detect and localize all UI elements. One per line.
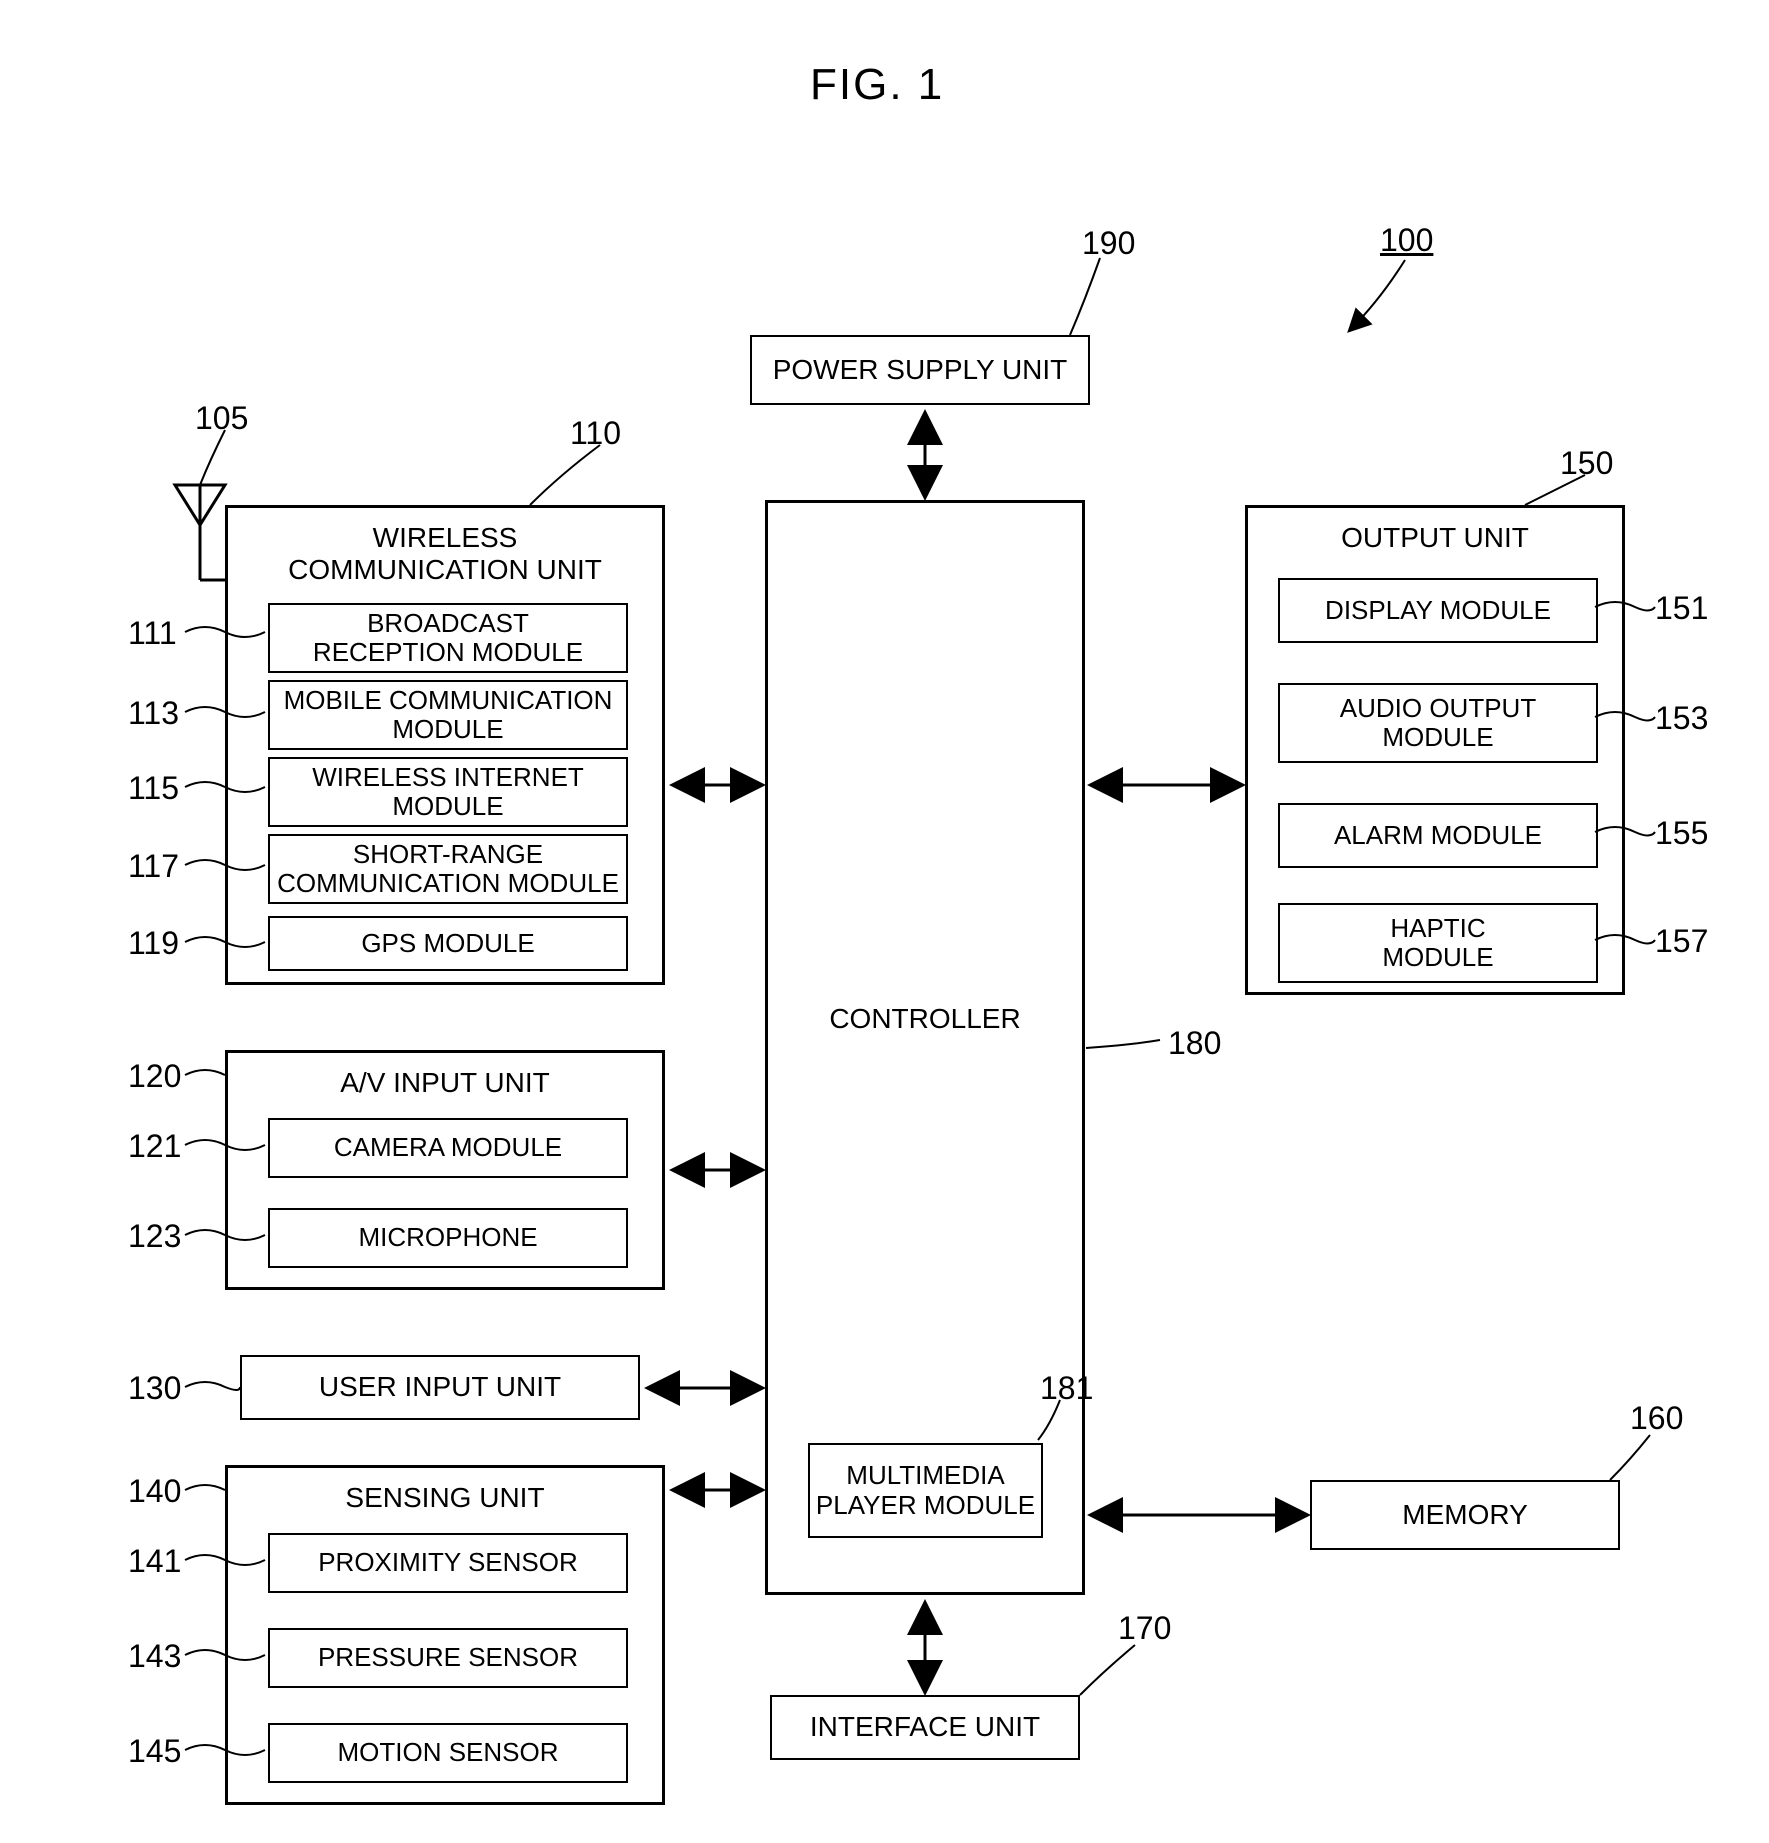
sensing-group: SENSING UNIT PROXIMITY SENSOR PRESSURE S… bbox=[225, 1465, 665, 1805]
ref-110: 110 bbox=[570, 415, 621, 452]
sensing-item-0: PROXIMITY SENSOR bbox=[268, 1533, 628, 1593]
sensing-item-1: PRESSURE SENSOR bbox=[268, 1628, 628, 1688]
av-group: A/V INPUT UNIT CAMERA MODULE MICROPHONE bbox=[225, 1050, 665, 1290]
ref-105: 105 bbox=[195, 400, 248, 437]
user-input-box: USER INPUT UNIT bbox=[240, 1355, 640, 1420]
interface-box: INTERFACE UNIT bbox=[770, 1695, 1080, 1760]
power-supply-box: POWER SUPPLY UNIT bbox=[750, 335, 1090, 405]
wireless-item-2: WIRELESS INTERNET MODULE bbox=[268, 757, 628, 827]
ref-111: 111 bbox=[128, 615, 177, 652]
ref-153: 153 bbox=[1655, 700, 1708, 737]
ref-100: 100 bbox=[1380, 222, 1433, 259]
wireless-item-3: SHORT-RANGE COMMUNICATION MODULE bbox=[268, 834, 628, 904]
av-item-0: CAMERA MODULE bbox=[268, 1118, 628, 1178]
output-group: OUTPUT UNIT DISPLAY MODULE AUDIO OUTPUT … bbox=[1245, 505, 1625, 995]
figure-title: FIG. 1 bbox=[810, 60, 944, 110]
ref-115: 115 bbox=[128, 770, 179, 807]
ref-190: 190 bbox=[1082, 225, 1135, 262]
wireless-group: WIRELESS COMMUNICATION UNIT BROADCAST RE… bbox=[225, 505, 665, 985]
multimedia-box: MULTIMEDIA PLAYER MODULE bbox=[808, 1443, 1043, 1538]
ref-181: 181 bbox=[1040, 1370, 1093, 1407]
ref-113: 113 bbox=[128, 695, 179, 732]
sensing-title: SENSING UNIT bbox=[228, 1482, 662, 1514]
output-item-3: HAPTIC MODULE bbox=[1278, 903, 1598, 983]
ref-123: 123 bbox=[128, 1218, 181, 1255]
ref-119: 119 bbox=[128, 925, 179, 962]
ref-130: 130 bbox=[128, 1370, 181, 1407]
ref-120: 120 bbox=[128, 1058, 181, 1095]
ref-160: 160 bbox=[1630, 1400, 1683, 1437]
controller-box: CONTROLLER MULTIMEDIA PLAYER MODULE bbox=[765, 500, 1085, 1595]
diagram-canvas: FIG. 1 100 POWER SUPPLY UNIT 190 CONTROL… bbox=[0, 0, 1769, 1843]
wireless-item-0: BROADCAST RECEPTION MODULE bbox=[268, 603, 628, 673]
power-supply-label: POWER SUPPLY UNIT bbox=[773, 354, 1068, 386]
ref-157: 157 bbox=[1655, 923, 1708, 960]
wireless-item-4: GPS MODULE bbox=[268, 916, 628, 971]
ref-143: 143 bbox=[128, 1638, 181, 1675]
ref-121: 121 bbox=[128, 1128, 181, 1165]
ref-155: 155 bbox=[1655, 815, 1708, 852]
memory-label: MEMORY bbox=[1402, 1499, 1528, 1531]
interface-label: INTERFACE UNIT bbox=[810, 1711, 1040, 1743]
ref-140: 140 bbox=[128, 1473, 181, 1510]
sensing-item-2: MOTION SENSOR bbox=[268, 1723, 628, 1783]
ref-145: 145 bbox=[128, 1733, 181, 1770]
wireless-item-1: MOBILE COMMUNICATION MODULE bbox=[268, 680, 628, 750]
av-item-1: MICROPHONE bbox=[268, 1208, 628, 1268]
ref-141: 141 bbox=[128, 1543, 181, 1580]
memory-box: MEMORY bbox=[1310, 1480, 1620, 1550]
output-item-0: DISPLAY MODULE bbox=[1278, 578, 1598, 643]
ref-170: 170 bbox=[1118, 1610, 1171, 1647]
controller-label: CONTROLLER bbox=[768, 1003, 1082, 1035]
output-title: OUTPUT UNIT bbox=[1248, 522, 1622, 554]
ref-117: 117 bbox=[128, 848, 179, 885]
user-input-label: USER INPUT UNIT bbox=[319, 1371, 561, 1403]
wireless-title: WIRELESS COMMUNICATION UNIT bbox=[228, 522, 662, 586]
av-title: A/V INPUT UNIT bbox=[228, 1067, 662, 1099]
ref-150: 150 bbox=[1560, 445, 1613, 482]
output-item-1: AUDIO OUTPUT MODULE bbox=[1278, 683, 1598, 763]
ref-180: 180 bbox=[1168, 1025, 1221, 1062]
ref-151: 151 bbox=[1655, 590, 1708, 627]
output-item-2: ALARM MODULE bbox=[1278, 803, 1598, 868]
